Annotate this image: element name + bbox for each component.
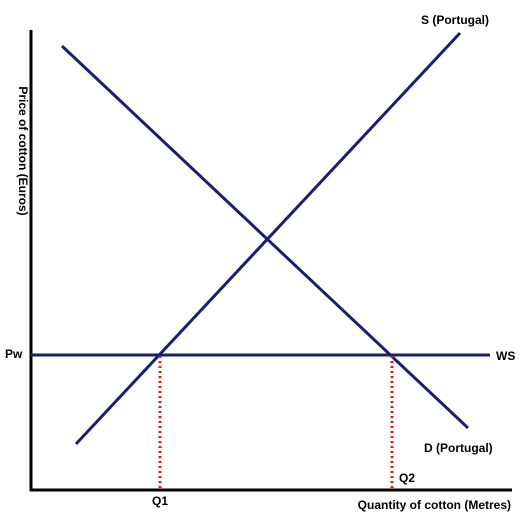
y-axis-label: Price of cotton (Euros) bbox=[16, 86, 30, 215]
world-price-label: Pw bbox=[5, 347, 23, 361]
x-axis-label: Quantity of cotton (Metres) bbox=[358, 498, 511, 512]
q1-label: Q1 bbox=[152, 494, 168, 508]
supply-curve bbox=[74, 31, 462, 446]
supply-label: S (Portugal) bbox=[421, 13, 489, 27]
demand-label: D (Portugal) bbox=[424, 441, 493, 455]
q2-label: Q2 bbox=[399, 471, 415, 485]
demand-curve bbox=[60, 44, 470, 430]
world-supply-label: WS bbox=[496, 349, 515, 363]
